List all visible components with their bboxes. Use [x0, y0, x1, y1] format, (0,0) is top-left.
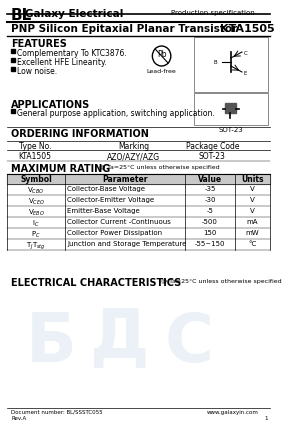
Text: www.galaxyin.com: www.galaxyin.com: [207, 410, 259, 415]
Bar: [194, 93, 268, 125]
Text: SOT-23: SOT-23: [218, 127, 243, 133]
Text: Collector Power Dissipation: Collector Power Dissipation: [68, 230, 163, 235]
Text: Д: Д: [90, 305, 150, 371]
Text: Marking: Marking: [118, 142, 149, 151]
Text: Type No.: Type No.: [19, 142, 51, 151]
Bar: [225, 103, 236, 113]
Text: KTA1505: KTA1505: [220, 24, 274, 34]
Text: Galaxy Electrical: Galaxy Electrical: [25, 9, 123, 19]
Text: Document number: BL/SSSTC055: Document number: BL/SSSTC055: [11, 410, 103, 415]
Text: @ Ta=25°C unless otherwise specified: @ Ta=25°C unless otherwise specified: [99, 165, 219, 170]
Text: Lead-free: Lead-free: [147, 69, 176, 74]
Text: FEATURES: FEATURES: [11, 39, 67, 49]
Text: C: C: [244, 51, 247, 56]
Text: Б: Б: [26, 310, 76, 376]
Text: -500: -500: [202, 218, 218, 224]
Text: Value: Value: [198, 175, 222, 184]
Text: KTA1505: KTA1505: [19, 152, 52, 161]
Text: °C: °C: [248, 241, 257, 246]
Bar: [194, 37, 268, 92]
Text: Complementary To KTC3876.: Complementary To KTC3876.: [16, 49, 126, 58]
Text: -5: -5: [207, 207, 214, 213]
Text: Rev.A: Rev.A: [11, 416, 26, 421]
Text: Pb: Pb: [157, 49, 166, 59]
Text: Junction and Storage Temperature: Junction and Storage Temperature: [68, 241, 187, 246]
Text: V$_{EBO}$: V$_{EBO}$: [28, 207, 44, 218]
Text: 150: 150: [203, 230, 217, 235]
Text: B: B: [213, 60, 217, 65]
Text: ELECTRICAL CHARACTERISTICS: ELECTRICAL CHARACTERISTICS: [11, 278, 181, 288]
Text: @ Ta=25°C unless otherwise specified: @ Ta=25°C unless otherwise specified: [161, 279, 281, 284]
Text: Emitter-Base Voltage: Emitter-Base Voltage: [68, 207, 140, 213]
Text: APPLICATIONS: APPLICATIONS: [11, 100, 90, 110]
Text: Parameter: Parameter: [102, 175, 147, 184]
Text: Symbol: Symbol: [20, 175, 52, 184]
Text: PNP Silicon Epitaxial Planar Transistor: PNP Silicon Epitaxial Planar Transistor: [11, 24, 237, 34]
Text: Excellent HFE Linearity.: Excellent HFE Linearity.: [16, 58, 106, 67]
Text: Collector Current -Continuous: Collector Current -Continuous: [68, 218, 171, 224]
Text: V: V: [250, 207, 255, 213]
Text: T$_J$T$_{stg}$: T$_J$T$_{stg}$: [26, 241, 46, 252]
Text: 1: 1: [264, 416, 268, 421]
Text: BL: BL: [11, 8, 32, 23]
Text: V$_{CEO}$: V$_{CEO}$: [28, 196, 44, 207]
Text: MAXIMUM RATING: MAXIMUM RATING: [11, 164, 110, 174]
Text: mA: mA: [247, 218, 258, 224]
Text: P$_C$: P$_C$: [31, 230, 41, 240]
Text: -55~150: -55~150: [195, 241, 225, 246]
Text: E: E: [244, 71, 247, 76]
Text: V: V: [250, 196, 255, 202]
Text: General purpose application, switching application.: General purpose application, switching a…: [16, 109, 214, 118]
Bar: [8, 174, 270, 184]
Text: I$_C$: I$_C$: [32, 218, 40, 229]
Text: С: С: [165, 310, 214, 376]
Text: Units: Units: [241, 175, 264, 184]
Text: Low noise.: Low noise.: [16, 67, 57, 76]
Text: ORDERING INFORMATION: ORDERING INFORMATION: [11, 129, 149, 139]
Text: V$_{CBO}$: V$_{CBO}$: [27, 185, 45, 196]
Text: mW: mW: [246, 230, 260, 235]
Text: Package Code: Package Code: [186, 142, 239, 151]
Text: SOT-23: SOT-23: [199, 152, 226, 161]
Text: AZO/AZY/AZG: AZO/AZY/AZG: [107, 152, 160, 161]
Text: V: V: [250, 185, 255, 192]
Text: Collector-Emitter Voltage: Collector-Emitter Voltage: [68, 196, 154, 202]
Text: Collector-Base Voltage: Collector-Base Voltage: [68, 185, 146, 192]
Text: -30: -30: [204, 196, 216, 202]
Text: Production specification: Production specification: [171, 10, 255, 16]
Text: -35: -35: [204, 185, 216, 192]
